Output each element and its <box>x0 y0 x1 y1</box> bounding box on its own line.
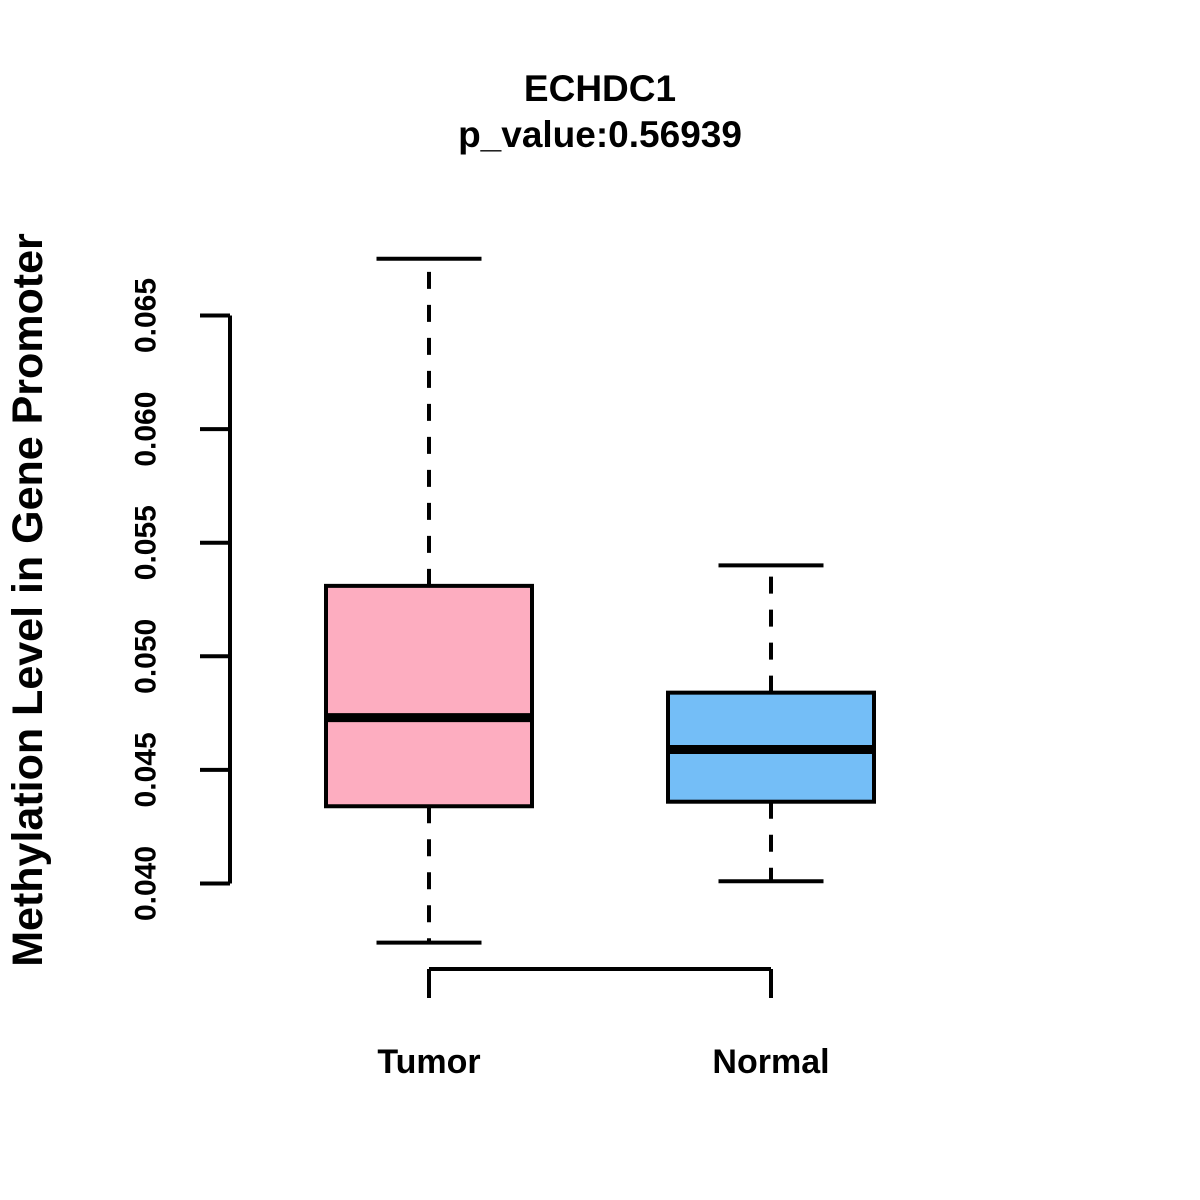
chart-subtitle-pvalue: p_value:0.56939 <box>458 114 742 155</box>
chart-title-block: ECHDC1 p_value:0.56939 <box>0 66 1200 158</box>
y-axis-tick-label: 0.065 <box>130 278 163 353</box>
y-axis-tick-label: 0.055 <box>130 505 163 580</box>
y-axis-tick-label: 0.060 <box>130 392 163 467</box>
x-axis-category-label: Normal <box>712 1043 829 1081</box>
y-axis-label: Methylation Level in Gene Promoter <box>4 233 52 967</box>
y-axis-tick-label: 0.050 <box>130 619 163 694</box>
y-axis-tick-label: 0.040 <box>130 846 163 921</box>
chart-title: ECHDC1 <box>523 68 677 109</box>
tumor-box <box>324 583 534 809</box>
y-axis-tick-label: 0.045 <box>130 732 163 807</box>
x-axis-category-label: Tumor <box>377 1043 480 1081</box>
